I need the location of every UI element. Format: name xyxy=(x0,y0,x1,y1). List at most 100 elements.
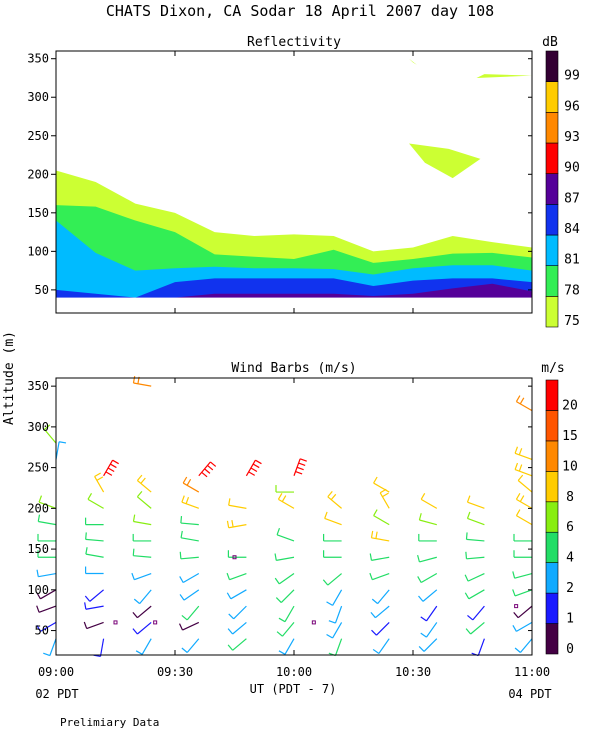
wind-barb xyxy=(133,520,152,526)
wind-barb-flag xyxy=(180,530,183,538)
wind-barb-flag xyxy=(418,595,424,602)
wind-barb-flag xyxy=(182,476,188,484)
wind-barb-flag xyxy=(250,467,258,472)
wind-barb-flag xyxy=(181,614,188,621)
wind-barb xyxy=(86,621,104,630)
wind-barb-flag xyxy=(227,644,234,651)
wind-barb xyxy=(371,556,390,561)
wind-barb-flag xyxy=(373,509,378,516)
wind-barb xyxy=(233,605,247,620)
wind-barb-flag xyxy=(324,511,328,519)
wind-barb xyxy=(85,553,104,558)
wind-barb xyxy=(379,492,390,509)
wind-barb xyxy=(276,556,295,561)
wind-barb-flag xyxy=(369,572,373,580)
wind-barb-flag xyxy=(132,548,135,556)
wind-barb-flag xyxy=(226,572,231,580)
calm-marker xyxy=(113,620,118,625)
wind-speed-colorbar: 0 1 2 4 6 8 10 15 20 xyxy=(545,379,578,657)
reflectivity-plot: 50 100 150 200 250 300 350 xyxy=(27,50,533,314)
wind-barb xyxy=(472,605,485,621)
wind-barb-flag xyxy=(517,474,524,481)
y-tick-label: 350 xyxy=(27,52,49,66)
wind-barb-flag xyxy=(135,650,143,655)
wind-barb xyxy=(229,572,247,581)
wind-barb xyxy=(470,621,485,635)
wind-barb-flag xyxy=(227,628,234,635)
wind-barb xyxy=(466,538,485,542)
wind-barb-flag xyxy=(298,462,306,467)
colorbar-label: 0 xyxy=(566,642,574,657)
wind-barb xyxy=(519,638,533,653)
calm-marker xyxy=(153,620,158,625)
colorbar-label: 81 xyxy=(564,253,580,268)
preliminary-note: Prelimiary Data xyxy=(60,716,159,729)
colorbar-swatch xyxy=(545,410,559,442)
wind-barb xyxy=(422,589,438,602)
wind-barb-flag xyxy=(204,468,211,474)
wind-barb xyxy=(334,638,343,656)
wind-barb-flag xyxy=(228,498,231,506)
wind-barb-flag xyxy=(370,530,374,538)
wind-barb-flag xyxy=(180,516,183,524)
wind-barb xyxy=(514,589,533,597)
wind-barb xyxy=(467,517,485,526)
wind-barb xyxy=(230,589,247,600)
wind-barb xyxy=(324,517,342,526)
wind-barb-flag xyxy=(420,616,427,622)
y-tick-label: 200 xyxy=(27,501,49,515)
wind-barb xyxy=(378,638,390,654)
wind-barb-flag xyxy=(465,628,472,635)
wind-barb-flag xyxy=(513,611,519,619)
wind-barb-flag xyxy=(466,495,471,503)
wind-barb-flag xyxy=(132,628,138,635)
wind-barb xyxy=(467,501,485,509)
wind-barb xyxy=(516,401,533,412)
wind-barb-flag xyxy=(512,589,516,597)
calm-marker xyxy=(232,555,237,560)
wind-barb-flag xyxy=(36,569,39,577)
wind-barb xyxy=(228,504,247,509)
wind-barb-flag xyxy=(382,492,389,498)
wind-barb xyxy=(284,638,295,655)
plot-frame xyxy=(55,377,533,656)
wind-barb xyxy=(182,573,200,584)
wind-barb xyxy=(38,520,57,526)
wind-barb xyxy=(375,605,390,619)
wind-barb-flag xyxy=(464,574,469,582)
wind-barb-flag xyxy=(277,492,283,500)
chart-title-reflectivity: Reflectivity xyxy=(247,35,341,50)
wind-barb-flag xyxy=(105,471,113,476)
y-tick-label: 100 xyxy=(27,583,49,597)
wind-barb xyxy=(40,589,57,600)
wind-barb-flag xyxy=(278,617,286,623)
wind-barb xyxy=(182,482,200,493)
wind-barb xyxy=(278,573,295,585)
colorbar-swatch xyxy=(545,531,559,563)
wind-barb-flag xyxy=(226,520,230,528)
colorbar-label: 8 xyxy=(566,490,574,505)
wind-barb-flag xyxy=(276,528,281,535)
colorbar-label: 99 xyxy=(564,69,580,84)
wind-barb xyxy=(420,573,438,584)
wind-barb xyxy=(280,589,295,603)
y-tick-label: 250 xyxy=(27,461,49,475)
wind-barb-flag xyxy=(369,553,373,561)
x-tick-label: 11:00 xyxy=(514,665,550,679)
wind-barb-flag xyxy=(418,646,425,652)
wind-barb xyxy=(180,537,199,542)
wind-barb xyxy=(516,498,533,509)
wind-barb xyxy=(423,638,438,652)
wind-barb xyxy=(334,605,343,624)
colorbar-swatch xyxy=(545,265,559,297)
colorbar-swatch xyxy=(545,50,559,82)
y-tick-label: 350 xyxy=(27,379,49,393)
wind-barb xyxy=(467,572,485,582)
wind-barb-flag xyxy=(186,478,192,486)
wind-barb-flag xyxy=(375,531,378,539)
wind-barb xyxy=(87,498,104,509)
wind-barb-flag xyxy=(281,495,287,502)
wind-barb-flag xyxy=(252,463,260,469)
wind-barb xyxy=(85,538,104,542)
wind-barb xyxy=(137,621,152,635)
